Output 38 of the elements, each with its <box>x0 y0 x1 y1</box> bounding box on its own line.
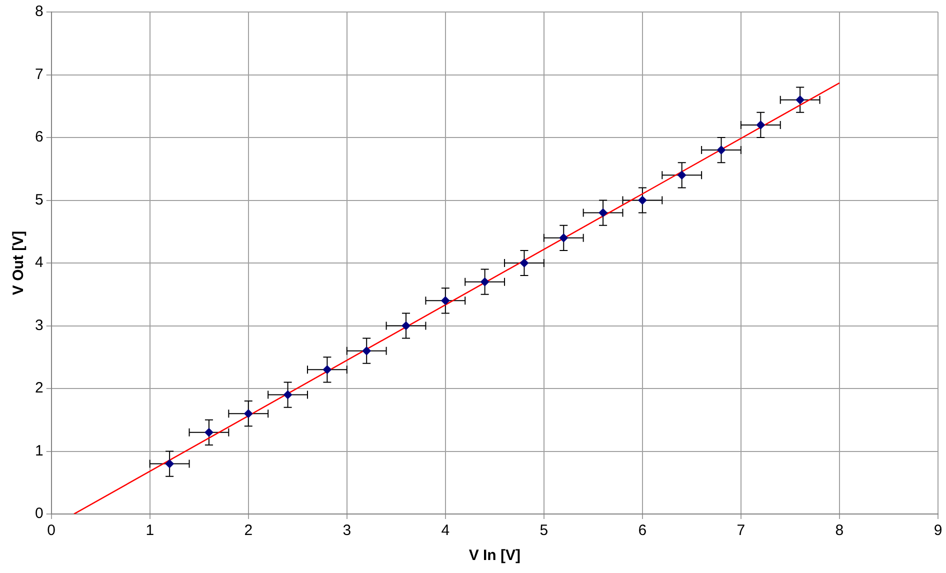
y-tick-label: 4 <box>35 254 44 272</box>
y-tick-label: 3 <box>35 316 44 334</box>
point <box>165 459 174 468</box>
y-tick-label: 2 <box>35 380 44 397</box>
x-tick-label: 2 <box>244 522 253 540</box>
point <box>204 428 214 437</box>
point <box>322 365 332 374</box>
point <box>244 409 253 418</box>
x-tick-label: 4 <box>441 522 450 540</box>
point <box>520 258 529 268</box>
point <box>677 170 686 180</box>
x-tick-label: 1 <box>146 522 154 540</box>
y-tick-label: 0 <box>35 505 44 522</box>
point <box>598 208 608 218</box>
point <box>756 120 766 130</box>
x-tick-label: 3 <box>342 522 352 540</box>
y-axis-title: V Out [V] <box>10 230 28 296</box>
point <box>362 346 372 356</box>
point <box>440 296 450 306</box>
y-tick-label: 1 <box>35 442 44 460</box>
point <box>283 390 292 400</box>
x-tick-label: 9 <box>934 522 942 540</box>
y-tick-label: 6 <box>35 128 44 146</box>
x-tick-label: 6 <box>638 522 647 540</box>
point <box>559 233 568 242</box>
point <box>796 95 805 104</box>
x-axis-title: V In [V] <box>468 547 521 564</box>
point <box>480 277 490 286</box>
x-tick-label: 8 <box>835 522 844 540</box>
x-tick-label: 0 <box>47 522 56 540</box>
point <box>402 321 411 330</box>
x-tick-label: 7 <box>736 522 746 540</box>
x-tick-label: 5 <box>540 522 548 540</box>
y-tick-label: 5 <box>35 191 44 208</box>
point <box>638 196 647 205</box>
point <box>716 146 726 155</box>
y-tick-label: 8 <box>35 3 44 20</box>
y-tick-label: 7 <box>35 66 44 83</box>
